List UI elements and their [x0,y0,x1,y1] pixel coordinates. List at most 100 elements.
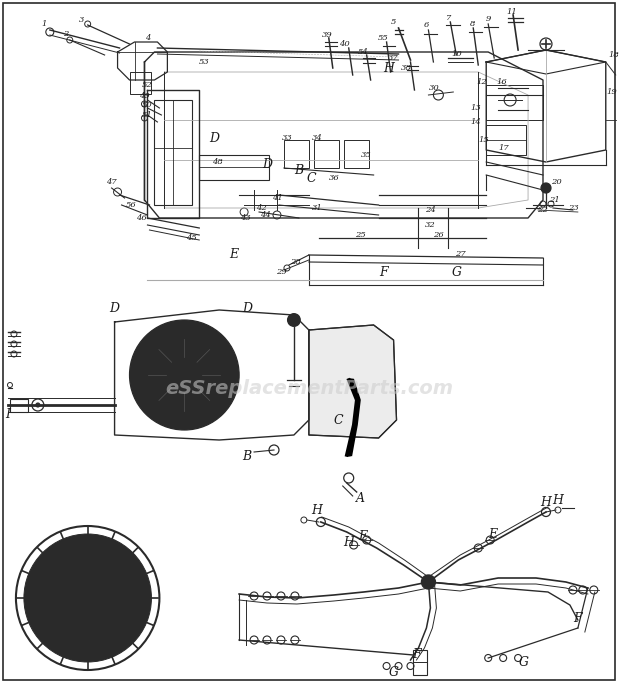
Text: H: H [541,495,551,509]
Text: 6: 6 [423,21,429,29]
Text: F: F [379,266,388,279]
Text: D: D [110,301,120,314]
Text: D: D [209,132,219,145]
Bar [314,140,339,168]
Text: 51: 51 [142,111,153,119]
Text: eSSreplacementParts.com: eSSreplacementParts.com [165,378,453,398]
Text: 4: 4 [144,34,150,42]
Text: E: E [359,531,368,544]
Text: E: E [229,249,239,262]
Text: 33: 33 [281,134,292,142]
Text: 37: 37 [388,54,399,62]
Text: 28: 28 [290,258,300,266]
Text: 10: 10 [451,50,462,58]
Circle shape [90,581,95,585]
Circle shape [146,337,222,413]
Text: 53: 53 [199,58,210,66]
Text: E: E [488,529,497,542]
Text: 13: 13 [471,104,482,112]
Text: 8: 8 [469,20,475,28]
Text: 23: 23 [569,204,579,212]
Circle shape [101,596,106,600]
Text: 30: 30 [429,84,440,92]
Text: 43: 43 [240,214,250,222]
Circle shape [422,575,435,589]
Text: C: C [334,413,343,426]
Bar [10,399,28,412]
Text: B: B [294,163,303,176]
Text: 41: 41 [272,194,282,202]
Circle shape [130,320,239,430]
Text: 54: 54 [358,48,369,56]
Bar [486,85,543,120]
Text: 49: 49 [139,92,150,100]
Circle shape [166,357,202,393]
Text: 21: 21 [549,196,559,204]
Text: 50: 50 [142,101,153,109]
Text: F: F [412,648,421,662]
Text: A: A [356,492,365,505]
Text: 42: 42 [255,204,267,212]
Text: H: H [311,503,322,516]
Circle shape [36,403,40,407]
Text: 31: 31 [311,204,322,212]
Text: H: H [343,535,354,548]
Text: 34: 34 [311,134,322,142]
Text: 11: 11 [507,8,518,16]
Text: 52: 52 [142,81,153,89]
Circle shape [79,589,97,607]
Text: 44: 44 [260,211,270,219]
Text: H: H [383,61,394,74]
Text: 39: 39 [321,31,332,39]
Text: 24: 24 [425,206,436,214]
Text: G: G [519,656,529,669]
Text: 36: 36 [329,174,339,182]
Text: 1: 1 [41,20,46,28]
Text: H: H [552,494,564,507]
Circle shape [287,313,301,327]
Text: 48: 48 [212,158,223,166]
Text: 14: 14 [471,118,482,126]
Text: 47: 47 [106,178,117,186]
Text: 27: 27 [455,250,466,258]
Bar [199,155,269,180]
Text: 56: 56 [126,201,137,209]
Bar [343,140,369,168]
Circle shape [426,579,431,585]
Bar [154,100,192,205]
Text: B: B [242,449,252,462]
Circle shape [541,183,551,193]
Circle shape [64,574,112,622]
Text: 19: 19 [606,88,617,96]
Text: 46: 46 [136,214,147,222]
Text: 22: 22 [537,206,547,214]
Text: I: I [6,408,11,421]
Text: 3: 3 [79,16,84,24]
Bar [284,140,309,168]
Text: 16: 16 [497,78,508,86]
Text: 7: 7 [446,14,451,22]
Text: 2: 2 [63,30,68,38]
Text: D: D [262,158,272,171]
Text: 29: 29 [276,268,286,276]
Text: 45: 45 [186,234,197,242]
Text: 15: 15 [479,136,490,144]
Text: 9: 9 [485,15,491,23]
Text: G: G [451,266,461,279]
Text: 26: 26 [433,231,444,239]
Bar [414,650,427,675]
Text: 25: 25 [355,231,366,239]
Text: 32: 32 [425,221,436,229]
Text: F: F [574,611,582,624]
Text: G: G [389,665,399,678]
Text: C: C [306,171,316,184]
Circle shape [73,605,78,610]
Text: 12: 12 [477,78,487,86]
Polygon shape [309,325,397,438]
Text: 17: 17 [498,144,510,152]
Text: 55: 55 [378,34,389,42]
Text: 35: 35 [361,151,372,159]
Text: 18: 18 [608,51,619,59]
Text: D: D [242,301,252,314]
Text: 5: 5 [391,18,396,26]
